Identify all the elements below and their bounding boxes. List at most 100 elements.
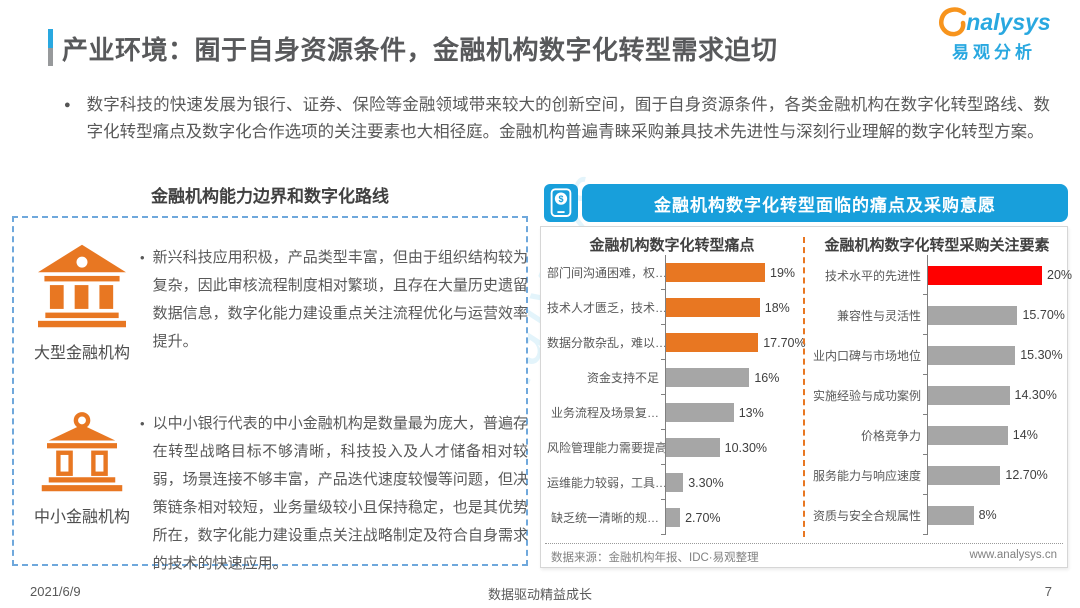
bar	[666, 473, 684, 492]
chart-bar-row: 业内口碑与市场地位 15.30%	[809, 335, 1065, 375]
logo-brand-text: nalysys	[966, 8, 1051, 35]
bar	[666, 368, 750, 387]
chart-bar-row: 资质与安全合规属性 8%	[809, 495, 1065, 535]
bar-track: 3.30%	[665, 465, 765, 500]
bar-value-label: 14%	[1012, 428, 1038, 442]
bar-category-label: 风险管理能力需要提高	[547, 441, 668, 455]
bar-value-label: 3.30%	[688, 475, 724, 490]
bar	[666, 263, 765, 282]
chart-bar-row: 风险管理能力需要提高 10.30%	[547, 430, 799, 465]
bar-category-label: 资质与安全合规属性	[812, 508, 921, 523]
bar-track: 17.70%	[665, 325, 806, 360]
chart-bar-row: 技术水平的先进性 20%	[809, 255, 1072, 295]
bar	[666, 403, 734, 422]
bar-track: 14.30%	[927, 375, 1057, 415]
bar-value-label: 12.70%	[1005, 468, 1048, 482]
bar-category-label: 技术水平的先进性	[824, 268, 921, 283]
bar-track: 8%	[927, 495, 1042, 535]
bar-category-label: 部门间沟通困难，权…	[547, 266, 668, 280]
chart-bar-row: 实施经验与成功案例 14.30%	[809, 375, 1065, 415]
bar	[928, 425, 1008, 445]
bar-value-label: 18%	[764, 300, 790, 315]
pain-points-chart: 部门间沟通困难，权… 19% 技术人才匮乏，技术… 18% 数据分散杂乱，难以… 17.7…	[547, 255, 806, 535]
bar-value-label: 10.30%	[724, 440, 768, 455]
bar-value-label: 13%	[738, 405, 764, 420]
bar	[666, 298, 760, 317]
bar-category-label: 实施经验与成功案例	[812, 388, 921, 403]
source-note: 数据来源：金融机构年报、IDC·易观整理	[551, 552, 759, 564]
logo-swirl-icon	[939, 7, 967, 37]
bar-value-label: 20%	[1047, 268, 1073, 282]
bar-track: 13%	[665, 395, 765, 430]
bar-track: 12.70%	[927, 455, 1048, 495]
bar-category-label: 资金支持不足	[586, 371, 659, 385]
bar-value-label: 2.70%	[685, 510, 721, 525]
small-institution-label: 中小金融机构	[33, 509, 130, 526]
bullet-icon: ●	[64, 99, 71, 111]
purchase-factors-chart: 技术水平的先进性 20% 兼容性与灵活性 15.70% 业内口碑与市场地位 15.30% 实…	[809, 255, 1072, 535]
page-title: 产业环境：囿于自身资源条件，金融机构数字化转型需求迫切	[62, 35, 778, 65]
bar	[666, 508, 681, 527]
footer-date: 2021/6/9	[30, 584, 81, 599]
chart-bar-row: 部门间沟通困难，权… 19%	[547, 255, 799, 290]
chart-divider	[803, 237, 805, 537]
bar-track: 14%	[927, 415, 1042, 455]
bar	[928, 345, 1016, 365]
small-institution-text: 以中小银行代表的中小金融机构是数量最为庞大，普遍存在转型战略目标不够清晰，科技投…	[152, 415, 528, 572]
bar-category-label: 业内口碑与市场地位	[812, 348, 921, 363]
bar-value-label: 8%	[978, 508, 997, 522]
charts-panel: 金融机构数字化转型痛点 金融机构数字化转型采购关注要素 部门间沟通困难，权… 19…	[540, 226, 1072, 568]
bar	[666, 438, 720, 457]
large-institution-label: 大型金融机构	[33, 345, 130, 362]
chart-bar-row: 缺乏统一清晰的规… 2.70%	[547, 500, 799, 535]
large-institution-row: 大型金融机构 • 新兴科技应用积极，产品类型丰富，但由于组织结构较为复杂，因此审…	[28, 244, 528, 363]
bar-track: 16%	[665, 360, 779, 395]
small-institution-row: 中小金融机构 • 以中小银行代表的中小金融机构是数量最为庞大，普遍存在转型战略目…	[28, 410, 528, 578]
bar-value-label: 15.70%	[1022, 308, 1065, 322]
bar	[928, 305, 1018, 325]
intro-paragraph: ● 数字科技的快速发展为银行、证券、保险等金融领域带来较大的创新空间，囿于自身资…	[64, 92, 1050, 146]
bar	[666, 333, 759, 352]
bullet-icon: •	[140, 416, 145, 431]
bar-category-label: 服务能力与响应速度	[812, 468, 921, 483]
capability-panel: 大型金融机构 • 新兴科技应用积极，产品类型丰富，但由于组织结构较为复杂，因此审…	[12, 216, 528, 572]
bar-value-label: 14.30%	[1014, 388, 1057, 402]
chart-bar-row: 服务能力与响应速度 12.70%	[809, 455, 1065, 495]
bar	[928, 385, 1010, 405]
bar-category-label: 数据分散杂乱，难以…	[547, 336, 668, 350]
bullet-icon: •	[140, 250, 145, 265]
title-accent-bar	[48, 29, 53, 66]
analysys-logo: nalysys 易观分析	[924, 6, 1064, 63]
bar-track: 20%	[927, 255, 1072, 295]
bar-track: 10.30%	[665, 430, 768, 465]
source-separator	[545, 543, 1063, 544]
bar-track: 19%	[665, 255, 795, 290]
bar-value-label: 15.30%	[1020, 348, 1063, 362]
bank-icon	[38, 244, 126, 328]
bar-category-label: 技术人才匮乏，技术…	[547, 301, 668, 315]
svg-text:$: $	[558, 194, 563, 204]
chart-bar-row: 数据分散杂乱，难以… 17.70%	[547, 325, 806, 360]
right-panel-header: 金融机构数字化转型面临的痛点及采购意愿	[582, 184, 1068, 222]
bar-category-label: 业务流程及场景复…	[550, 406, 659, 420]
bar-value-label: 19%	[770, 265, 796, 280]
bar-value-label: 17.70%	[763, 335, 806, 350]
bank-outline-icon	[41, 412, 123, 492]
bar-value-label: 16%	[754, 370, 780, 385]
page-number: 7	[1044, 584, 1052, 599]
chart-bar-row: 价格竞争力 14%	[809, 415, 1065, 455]
bar	[928, 465, 1001, 485]
bar-category-label: 价格竞争力	[860, 428, 921, 443]
bar	[928, 505, 974, 525]
purchase-factors-chart-title: 金融机构数字化转型采购关注要素	[824, 237, 1050, 254]
chart-bar-row: 资金支持不足 16%	[547, 360, 799, 395]
large-institution-text: 新兴科技应用积极，产品类型丰富，但由于组织结构较为复杂，因此审核流程制度相对繁琐…	[152, 249, 528, 350]
bar-track: 15.30%	[927, 335, 1063, 375]
footer-slogan: 数据驱动精益成长	[487, 587, 592, 602]
bar-category-label: 兼容性与灵活性	[836, 308, 921, 323]
bar-track: 18%	[665, 290, 790, 325]
chart-bar-row: 技术人才匮乏，技术… 18%	[547, 290, 799, 325]
chart-bar-row: 运维能力较弱，工具… 3.30%	[547, 465, 799, 500]
pain-points-chart-title: 金融机构数字化转型痛点	[589, 237, 755, 254]
website-url: www.analysys.cn	[969, 549, 1057, 561]
